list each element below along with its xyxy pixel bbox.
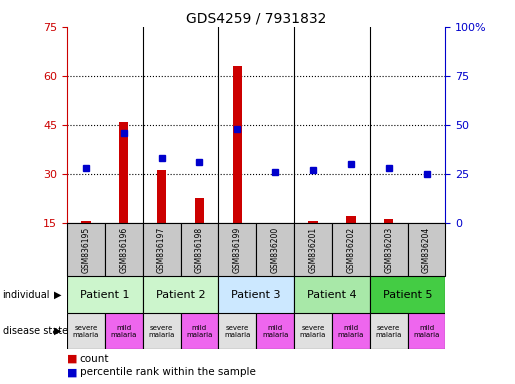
Bar: [181, 313, 218, 349]
Text: GSM836200: GSM836200: [271, 227, 280, 273]
Title: GDS4259 / 7931832: GDS4259 / 7931832: [186, 12, 327, 26]
Bar: [195, 198, 204, 223]
Text: Patient 2: Patient 2: [156, 290, 205, 300]
Text: GSM836202: GSM836202: [347, 227, 355, 273]
Text: ■: ■: [67, 367, 77, 377]
Text: GSM836203: GSM836203: [384, 227, 393, 273]
Text: mild
malaria: mild malaria: [111, 325, 137, 338]
Bar: [332, 313, 370, 349]
Bar: [81, 221, 91, 223]
Text: GSM836195: GSM836195: [81, 227, 90, 273]
Text: ▶: ▶: [54, 290, 62, 300]
Bar: [370, 223, 408, 276]
Text: Patient 3: Patient 3: [231, 290, 281, 300]
Bar: [422, 223, 431, 226]
Text: individual: individual: [3, 290, 50, 300]
Text: GSM836199: GSM836199: [233, 227, 242, 273]
Text: ▶: ▶: [54, 326, 62, 336]
Bar: [270, 223, 280, 224]
Text: percentile rank within the sample: percentile rank within the sample: [80, 367, 256, 377]
Bar: [370, 276, 445, 313]
Bar: [67, 223, 105, 276]
Bar: [332, 223, 370, 276]
Bar: [218, 276, 294, 313]
Text: mild
malaria: mild malaria: [262, 325, 288, 338]
Bar: [143, 276, 218, 313]
Bar: [67, 313, 105, 349]
Text: ■: ■: [67, 354, 77, 364]
Text: severe
malaria: severe malaria: [300, 325, 326, 338]
Text: GSM836197: GSM836197: [157, 227, 166, 273]
Text: disease state: disease state: [3, 326, 67, 336]
Text: GSM836198: GSM836198: [195, 227, 204, 273]
Bar: [408, 313, 445, 349]
Bar: [346, 216, 355, 223]
Text: severe
malaria: severe malaria: [73, 325, 99, 338]
Text: GSM836201: GSM836201: [308, 227, 317, 273]
Text: severe
malaria: severe malaria: [375, 325, 402, 338]
Bar: [105, 313, 143, 349]
Text: severe
malaria: severe malaria: [148, 325, 175, 338]
Bar: [67, 276, 143, 313]
Bar: [218, 223, 256, 276]
Bar: [119, 122, 128, 223]
Text: mild
malaria: mild malaria: [414, 325, 440, 338]
Text: Patient 1: Patient 1: [80, 290, 130, 300]
Text: Patient 4: Patient 4: [307, 290, 357, 300]
Text: Patient 5: Patient 5: [383, 290, 433, 300]
Bar: [256, 223, 294, 276]
Bar: [294, 276, 370, 313]
Bar: [143, 313, 180, 349]
Text: mild
malaria: mild malaria: [338, 325, 364, 338]
Text: mild
malaria: mild malaria: [186, 325, 213, 338]
Bar: [370, 313, 408, 349]
Bar: [294, 223, 332, 276]
Bar: [233, 66, 242, 223]
Bar: [143, 223, 180, 276]
Bar: [308, 221, 318, 223]
Bar: [256, 313, 294, 349]
Bar: [181, 223, 218, 276]
Text: GSM836196: GSM836196: [119, 227, 128, 273]
Text: count: count: [80, 354, 109, 364]
Bar: [157, 170, 166, 223]
Text: GSM836204: GSM836204: [422, 227, 431, 273]
Text: severe
malaria: severe malaria: [224, 325, 250, 338]
Bar: [294, 313, 332, 349]
Bar: [408, 223, 445, 276]
Bar: [105, 223, 143, 276]
Bar: [384, 220, 393, 223]
Bar: [218, 313, 256, 349]
